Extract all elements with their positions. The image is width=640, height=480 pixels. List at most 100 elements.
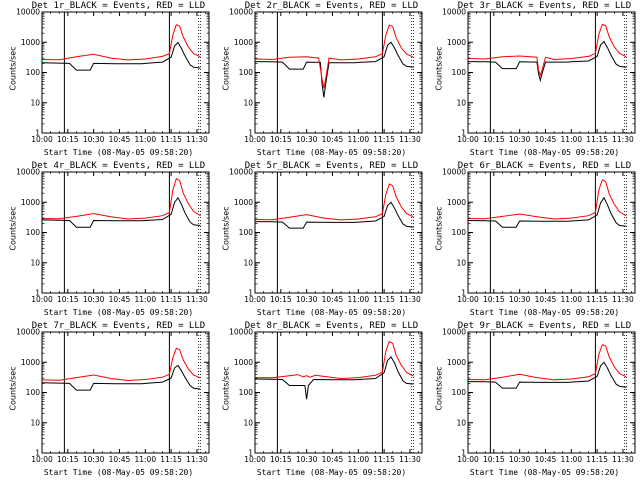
y-tick-label: 100 [239,228,254,237]
y-tick-label: 1 [461,129,466,138]
x-tick-label: 10:00 [457,135,479,144]
x-axis-label: Start Time (08-May-05 09:58:20) [43,468,194,477]
x-tick-label: 10:15 [57,135,79,144]
plot-frame [254,171,423,294]
y-tick-label: 1000 [447,198,466,207]
x-tick-label: 11:00 [347,455,369,464]
y-tick-label: 1000 [234,198,253,207]
x-tick-label: 10:45 [322,135,344,144]
y-tick-label: 1000 [21,358,40,367]
detector-panel: 1 10 100 1000 10000 10:00 10:15 10:30 10:45 11:00… [213,0,426,160]
x-tick-label: 11:15 [160,295,182,304]
plot-frame [467,171,636,294]
x-tick-label: 10:45 [322,455,344,464]
plot-frame [254,331,423,454]
x-tick-label: 10:45 [322,295,344,304]
y-tick-label: 100 [452,68,467,77]
x-tick-label: 10:00 [457,295,479,304]
x-axis-label: Start Time (08-May-05 09:58:20) [469,148,620,157]
x-tick-label: 11:00 [134,455,156,464]
x-tick-label: 10:00 [31,295,53,304]
y-axis-label: Counts/sec [434,46,444,91]
y-tick-label: 10000 [16,8,40,17]
lld-series-line [467,23,627,78]
panel-title: Det 7r_BLACK = Events, RED = LLD [31,321,206,331]
events-series-line [467,361,627,389]
events-series-line [254,356,414,400]
x-tick-label: 11:15 [586,455,608,464]
y-tick-label: 1000 [234,38,253,47]
x-tick-label: 10:15 [270,455,292,464]
x-tick-label: 11:30 [399,295,421,304]
y-tick-label: 10000 [442,168,466,177]
x-tick-label: 11:15 [586,135,608,144]
x-tick-label: 10:45 [109,295,131,304]
x-tick-label: 11:15 [160,135,182,144]
y-tick-label: 10 [243,258,253,267]
x-tick-label: 10:30 [83,135,105,144]
x-tick-label: 10:15 [57,295,79,304]
y-tick-label: 10000 [442,8,466,17]
chart-svg: 1 10 100 1000 10000 10:00 10:15 10:30 10:45 11:00… [442,168,636,304]
panel-title: Det 9r_BLACK = Events, RED = LLD [457,321,632,331]
y-axis-label: Counts/sec [434,206,444,251]
x-axis-label: Start Time (08-May-05 09:58:20) [469,468,620,477]
y-tick-label: 10 [30,418,40,427]
x-tick-label: 10:30 [509,455,531,464]
y-tick-label: 100 [239,68,254,77]
x-tick-label: 10:15 [483,295,505,304]
panel-title: Det 3r_BLACK = Events, RED = LLD [457,1,632,11]
x-tick-label: 10:45 [535,135,557,144]
y-tick-label: 10000 [16,168,40,177]
x-tick-label: 10:15 [270,295,292,304]
x-tick-label: 11:00 [347,295,369,304]
detector-panel: 1 10 100 1000 10000 10:00 10:15 10:30 10:45 11:00… [213,320,426,480]
y-tick-label: 10000 [16,328,40,337]
panel-title: Det 4r_BLACK = Events, RED = LLD [31,161,206,171]
panel-title: Det 6r_BLACK = Events, RED = LLD [457,161,632,171]
y-tick-label: 1 [248,449,253,458]
plot-frame [467,331,636,454]
x-tick-label: 11:30 [186,135,208,144]
x-tick-label: 10:00 [244,135,266,144]
y-tick-label: 1 [248,129,253,138]
lld-series-line [467,344,627,381]
detector-panel: 1 10 100 1000 10000 10:00 10:15 10:30 10:45 11:00… [426,160,639,320]
y-tick-label: 1000 [447,38,466,47]
panel-title: Det 5r_BLACK = Events, RED = LLD [244,161,419,171]
x-tick-label: 10:30 [509,135,531,144]
y-tick-label: 1 [35,449,40,458]
x-axis-label: Start Time (08-May-05 09:58:20) [256,148,407,157]
y-tick-label: 1 [461,289,466,298]
x-tick-label: 11:00 [560,295,582,304]
x-tick-label: 10:00 [457,455,479,464]
lld-series-line [254,24,414,89]
x-tick-label: 10:00 [244,295,266,304]
chart-svg: 1 10 100 1000 10000 10:00 10:15 10:30 10:45 11:00… [229,8,423,144]
x-tick-label: 11:00 [134,135,156,144]
x-tick-label: 11:15 [373,455,395,464]
y-tick-label: 10 [456,418,466,427]
x-tick-label: 10:45 [109,455,131,464]
detector-panel: 1 10 100 1000 10000 10:00 10:15 10:30 10:45 11:00… [213,160,426,320]
y-tick-label: 10000 [229,8,253,17]
y-axis-label: Counts/sec [434,366,444,411]
events-series-line [254,201,414,229]
x-tick-label: 10:15 [270,135,292,144]
panel-title: Det 8r_BLACK = Events, RED = LLD [244,321,419,331]
lld-series-line [41,177,201,220]
x-tick-label: 10:30 [83,295,105,304]
detector-panel: 1 10 100 1000 10000 10:00 10:15 10:30 10:45 11:00… [426,0,639,160]
lld-series-line [254,183,414,221]
x-tick-label: 10:15 [57,455,79,464]
y-axis-label: Counts/sec [8,46,18,91]
lld-series-line [41,24,201,61]
x-tick-label: 10:15 [483,135,505,144]
y-tick-label: 1 [35,289,40,298]
y-tick-label: 10 [30,258,40,267]
y-tick-label: 10000 [442,328,466,337]
plot-frame [41,171,210,294]
chart-svg: 1 10 100 1000 10000 10:00 10:15 10:30 10:45 11:00… [229,328,423,464]
events-series-line [41,41,201,71]
y-tick-label: 1000 [447,358,466,367]
